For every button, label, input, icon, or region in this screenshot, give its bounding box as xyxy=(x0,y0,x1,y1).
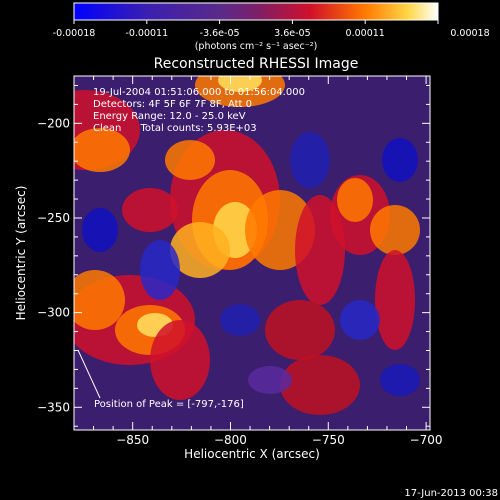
heatmap-blobs xyxy=(74,76,420,415)
colorbar-tick-label: 0.00011 xyxy=(346,28,385,39)
plot-frame xyxy=(73,75,431,431)
colorbar-tick-label: -3.6e-05 xyxy=(200,28,240,39)
colorbar-ticks xyxy=(73,20,439,24)
x-tick-label: −750 xyxy=(312,433,345,447)
y-tick-label: −200 xyxy=(37,116,70,130)
heatmap-blob xyxy=(290,132,330,188)
y-tick-label: −300 xyxy=(37,306,70,320)
colorbar-tick-label: 0.00018 xyxy=(450,28,489,39)
heatmap-blob xyxy=(82,208,118,252)
heatmap-blob xyxy=(122,188,178,232)
info-time-range: 19-Jul-2004 01:51:06.000 to 01:56:04.000 xyxy=(93,87,305,98)
heatmap-blob xyxy=(170,222,230,278)
peak-indicator-line xyxy=(77,349,101,399)
x-tick-label: −700 xyxy=(410,433,443,447)
heatmap-blob xyxy=(140,240,180,300)
y-tick-label: −350 xyxy=(37,400,70,414)
heatmap xyxy=(74,76,430,430)
heatmap-blob xyxy=(165,140,215,180)
info-energy-range: Energy Range: 12.0 - 25.0 keV xyxy=(93,111,246,122)
x-axis-label: Heliocentric X (arcsec) xyxy=(184,447,320,461)
axis-ticks xyxy=(74,76,430,430)
y-tick-label: −250 xyxy=(37,211,70,225)
heatmap-blob xyxy=(280,355,360,415)
axis-tick-labels: −850 −800 −750 −700 −350 −300 −250 −200 xyxy=(37,116,443,447)
chart-title: Reconstructed RHESSI Image xyxy=(154,56,359,72)
heatmap-blob xyxy=(340,300,380,340)
x-tick-label: −850 xyxy=(116,433,149,447)
colorbar-units: (photons cm⁻² s⁻¹ asec⁻²) xyxy=(195,41,318,52)
heatmap-blob xyxy=(337,178,373,222)
info-clean-counts: Clean Total counts: 5.93E+03 xyxy=(93,123,257,134)
colorbar xyxy=(73,2,439,21)
heatmap-blob xyxy=(375,250,415,350)
heatmap-blob xyxy=(74,270,125,330)
heatmap-blob xyxy=(382,138,418,182)
colorbar-tick-label: 3.6e-05 xyxy=(274,28,310,39)
heatmap-blob xyxy=(218,76,262,92)
heatmap-blob xyxy=(265,300,335,360)
heatmap-blob xyxy=(220,304,260,336)
heatmap-blob xyxy=(380,364,420,396)
peak-label: Position of Peak = [-797,-176] xyxy=(94,399,244,410)
footer-timestamp: 17-Jun-2013 00:38 xyxy=(404,488,498,499)
x-tick-label: −800 xyxy=(214,433,247,447)
heatmap-blob xyxy=(248,366,292,394)
colorbar-tick-label: -0.00011 xyxy=(125,28,168,39)
y-axis-label: Heliocentric Y (arcsec) xyxy=(14,186,28,321)
info-detectors: Detectors: 4F 5F 6F 7F 8F, Att 0 xyxy=(93,99,252,110)
heatmap-blob xyxy=(74,128,130,172)
colorbar-tick-label: -0.00018 xyxy=(53,28,96,39)
heatmap-blob xyxy=(370,205,420,255)
heatmap-blob xyxy=(150,320,210,400)
